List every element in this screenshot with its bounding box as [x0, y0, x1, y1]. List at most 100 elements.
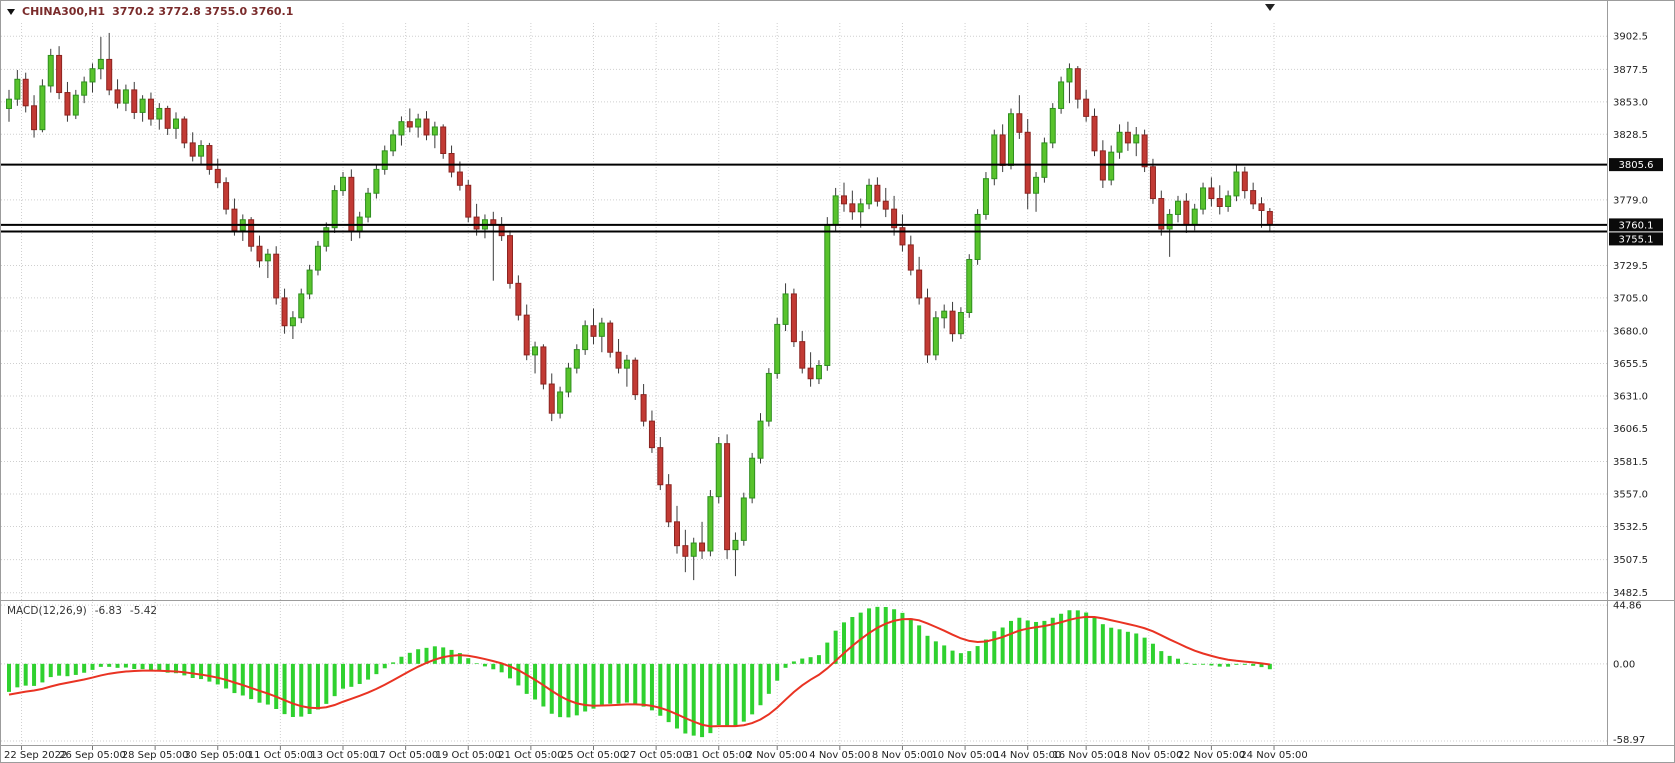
candle	[765, 368, 772, 427]
price-tick-label: 3680.0	[1613, 327, 1648, 338]
macd-axis-label: 44.86	[1613, 601, 1642, 612]
candle	[490, 211, 497, 281]
ohlc-values: 3770.2 3772.8 3755.0 3760.1	[112, 5, 294, 18]
candle	[1250, 182, 1257, 210]
candle	[874, 177, 881, 207]
candle	[340, 172, 346, 196]
candle	[582, 320, 589, 355]
candle	[1208, 177, 1215, 207]
candle	[715, 437, 722, 504]
candle	[206, 142, 213, 175]
price-tick-label: 3705.0	[1613, 293, 1648, 304]
candle	[699, 521, 706, 559]
candle	[573, 344, 580, 374]
candle	[1124, 121, 1131, 151]
candle	[799, 331, 806, 374]
candle	[916, 256, 923, 305]
candle	[56, 46, 63, 100]
candle	[857, 198, 864, 228]
candle	[1200, 182, 1207, 215]
candle	[815, 360, 822, 385]
candle	[724, 434, 731, 559]
time-axis-label: 8 Nov 05:00	[872, 750, 933, 761]
candle	[507, 230, 513, 289]
symbol-dropdown-icon[interactable]	[7, 8, 15, 15]
candle	[807, 352, 814, 387]
price-axis[interactable]: 3902.5 3877.5 3853.0 3828.5 3779.0 3729.5 3705…	[1609, 32, 1663, 599]
candle	[1266, 208, 1273, 232]
candle	[674, 505, 680, 554]
macd-axis-label: 0.00	[1613, 659, 1635, 670]
time-axis-label: 24 Nov 05:00	[1240, 750, 1307, 761]
price-tick-label: 3482.5	[1613, 588, 1648, 599]
candle	[440, 124, 447, 159]
candle	[598, 317, 605, 353]
candle	[273, 246, 280, 305]
candle	[314, 240, 321, 276]
grid-lines	[1, 23, 1607, 745]
candle	[1049, 103, 1056, 149]
candle	[866, 178, 873, 210]
candle	[348, 169, 355, 241]
candle	[757, 413, 764, 464]
time-axis-label: 4 Nov 05:00	[809, 750, 870, 761]
candle	[231, 198, 238, 236]
candle	[1091, 108, 1098, 157]
time-axis-label: 14 Nov 05:00	[994, 750, 1061, 761]
candle	[1166, 209, 1173, 257]
candle	[189, 132, 196, 162]
price-tick-label: 3606.5	[1613, 424, 1648, 435]
candle	[924, 288, 931, 363]
candle	[1066, 63, 1073, 104]
time-axis-label: 13 Oct 05:00	[310, 750, 375, 761]
candle	[682, 529, 689, 573]
candle	[89, 63, 96, 93]
candle	[640, 384, 647, 427]
svg-text:3760.1: 3760.1	[1619, 220, 1654, 231]
candle	[47, 48, 54, 93]
candle	[173, 112, 179, 139]
time-axis-label: 10 Nov 05:00	[931, 750, 998, 761]
time-axis-label: 2 Nov 05:00	[747, 750, 808, 761]
price-tick-label: 3853.0	[1613, 97, 1648, 108]
time-axis-label: 21 Oct 05:00	[498, 750, 563, 761]
svg-text:3805.6: 3805.6	[1619, 160, 1654, 171]
candle	[749, 452, 756, 504]
time-axis-label: 22 Sep 2022	[4, 750, 67, 761]
time-axis-label: 27 Oct 05:00	[624, 750, 689, 761]
candle	[991, 129, 998, 186]
candle	[515, 275, 522, 321]
time-axis-label: 11 Oct 05:00	[248, 750, 313, 761]
candle	[690, 537, 697, 581]
candle	[39, 79, 46, 133]
candle	[373, 164, 380, 199]
candle	[139, 95, 146, 122]
candle	[248, 217, 255, 252]
candle	[181, 116, 188, 149]
candle	[557, 386, 564, 419]
candle	[14, 70, 21, 106]
candle	[523, 304, 530, 361]
candle	[841, 182, 847, 212]
candle	[1008, 108, 1014, 170]
candle	[390, 129, 397, 157]
candle	[824, 217, 831, 371]
price-tick-label: 3877.5	[1613, 65, 1648, 76]
candle	[982, 172, 989, 220]
chart-shift-icon[interactable]	[1264, 4, 1275, 11]
candle	[732, 532, 739, 577]
price-badge: 3805.6	[1609, 158, 1663, 172]
candle	[239, 214, 246, 241]
candle	[891, 195, 898, 236]
candle	[1016, 95, 1023, 139]
candle	[1233, 164, 1240, 202]
candle	[1149, 158, 1156, 204]
time-axis-label: 17 Oct 05:00	[373, 750, 438, 761]
candle	[1141, 129, 1148, 173]
price-badge: 3755.1	[1609, 232, 1663, 246]
candle	[1216, 185, 1223, 215]
candle	[607, 320, 614, 358]
